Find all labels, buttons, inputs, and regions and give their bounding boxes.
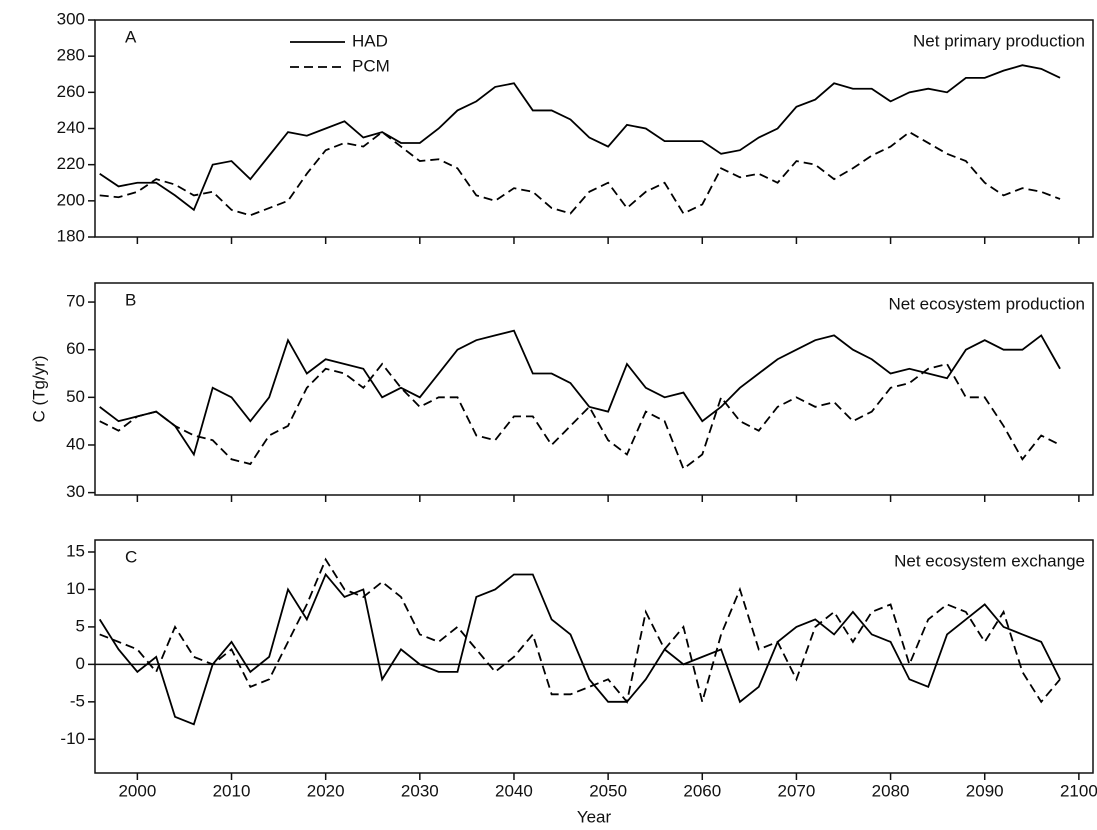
- x-tick-label: 2060: [683, 781, 721, 800]
- panel-title: Net ecosystem exchange: [894, 551, 1085, 570]
- x-tick-label: 2080: [872, 781, 910, 800]
- x-tick-label: 2020: [307, 781, 345, 800]
- panel-label: A: [125, 27, 137, 46]
- y-tick-label: 240: [57, 118, 85, 137]
- y-tick-label: 300: [57, 9, 85, 28]
- plot-frame: [94, 282, 1094, 496]
- y-tick-label: 70: [66, 292, 85, 311]
- data-line: [99, 329, 1061, 457]
- y-tick-label: 15: [66, 541, 85, 560]
- plot-frame: [94, 539, 1094, 774]
- x-tick-label: 2030: [401, 781, 439, 800]
- y-tick-label: -5: [70, 691, 85, 710]
- y-tick-label: 0: [76, 654, 85, 673]
- panel-title: Net ecosystem production: [888, 294, 1085, 313]
- plot-frame: [94, 19, 1094, 238]
- x-tick-label: 2100: [1060, 781, 1097, 800]
- x-tick-label: 2000: [118, 781, 156, 800]
- legend-label: PCM: [352, 56, 390, 75]
- y-tick-label: 200: [57, 190, 85, 209]
- x-tick-label: 2010: [213, 781, 251, 800]
- y-tick-label: 280: [57, 46, 85, 65]
- x-axis-label: Year: [577, 807, 612, 826]
- y-tick-label: 50: [66, 387, 85, 406]
- panel-label: C: [125, 547, 137, 566]
- data-line: [99, 557, 1061, 706]
- y-axis-label: C (Tg/yr): [29, 355, 48, 422]
- y-tick-label: 60: [66, 339, 85, 358]
- y-tick-label: 180: [57, 226, 85, 245]
- x-tick-label: 2050: [589, 781, 627, 800]
- x-tick-label: 2040: [495, 781, 533, 800]
- data-line: [98, 572, 1061, 726]
- y-tick-label: 260: [57, 82, 85, 101]
- y-tick-label: 5: [76, 616, 85, 635]
- y-tick-label: -10: [60, 729, 85, 748]
- data-line: [99, 362, 1061, 471]
- panel-label: B: [125, 290, 136, 309]
- y-tick-label: 30: [66, 482, 85, 501]
- y-tick-label: 10: [66, 579, 85, 598]
- y-tick-label: 40: [66, 434, 85, 453]
- data-line: [99, 130, 1061, 217]
- y-tick-label: 220: [57, 154, 85, 173]
- legend-label: HAD: [352, 31, 388, 50]
- panel-title: Net primary production: [913, 31, 1085, 50]
- x-tick-label: 2090: [966, 781, 1004, 800]
- x-tick-label: 2070: [778, 781, 816, 800]
- data-line: [99, 64, 1061, 212]
